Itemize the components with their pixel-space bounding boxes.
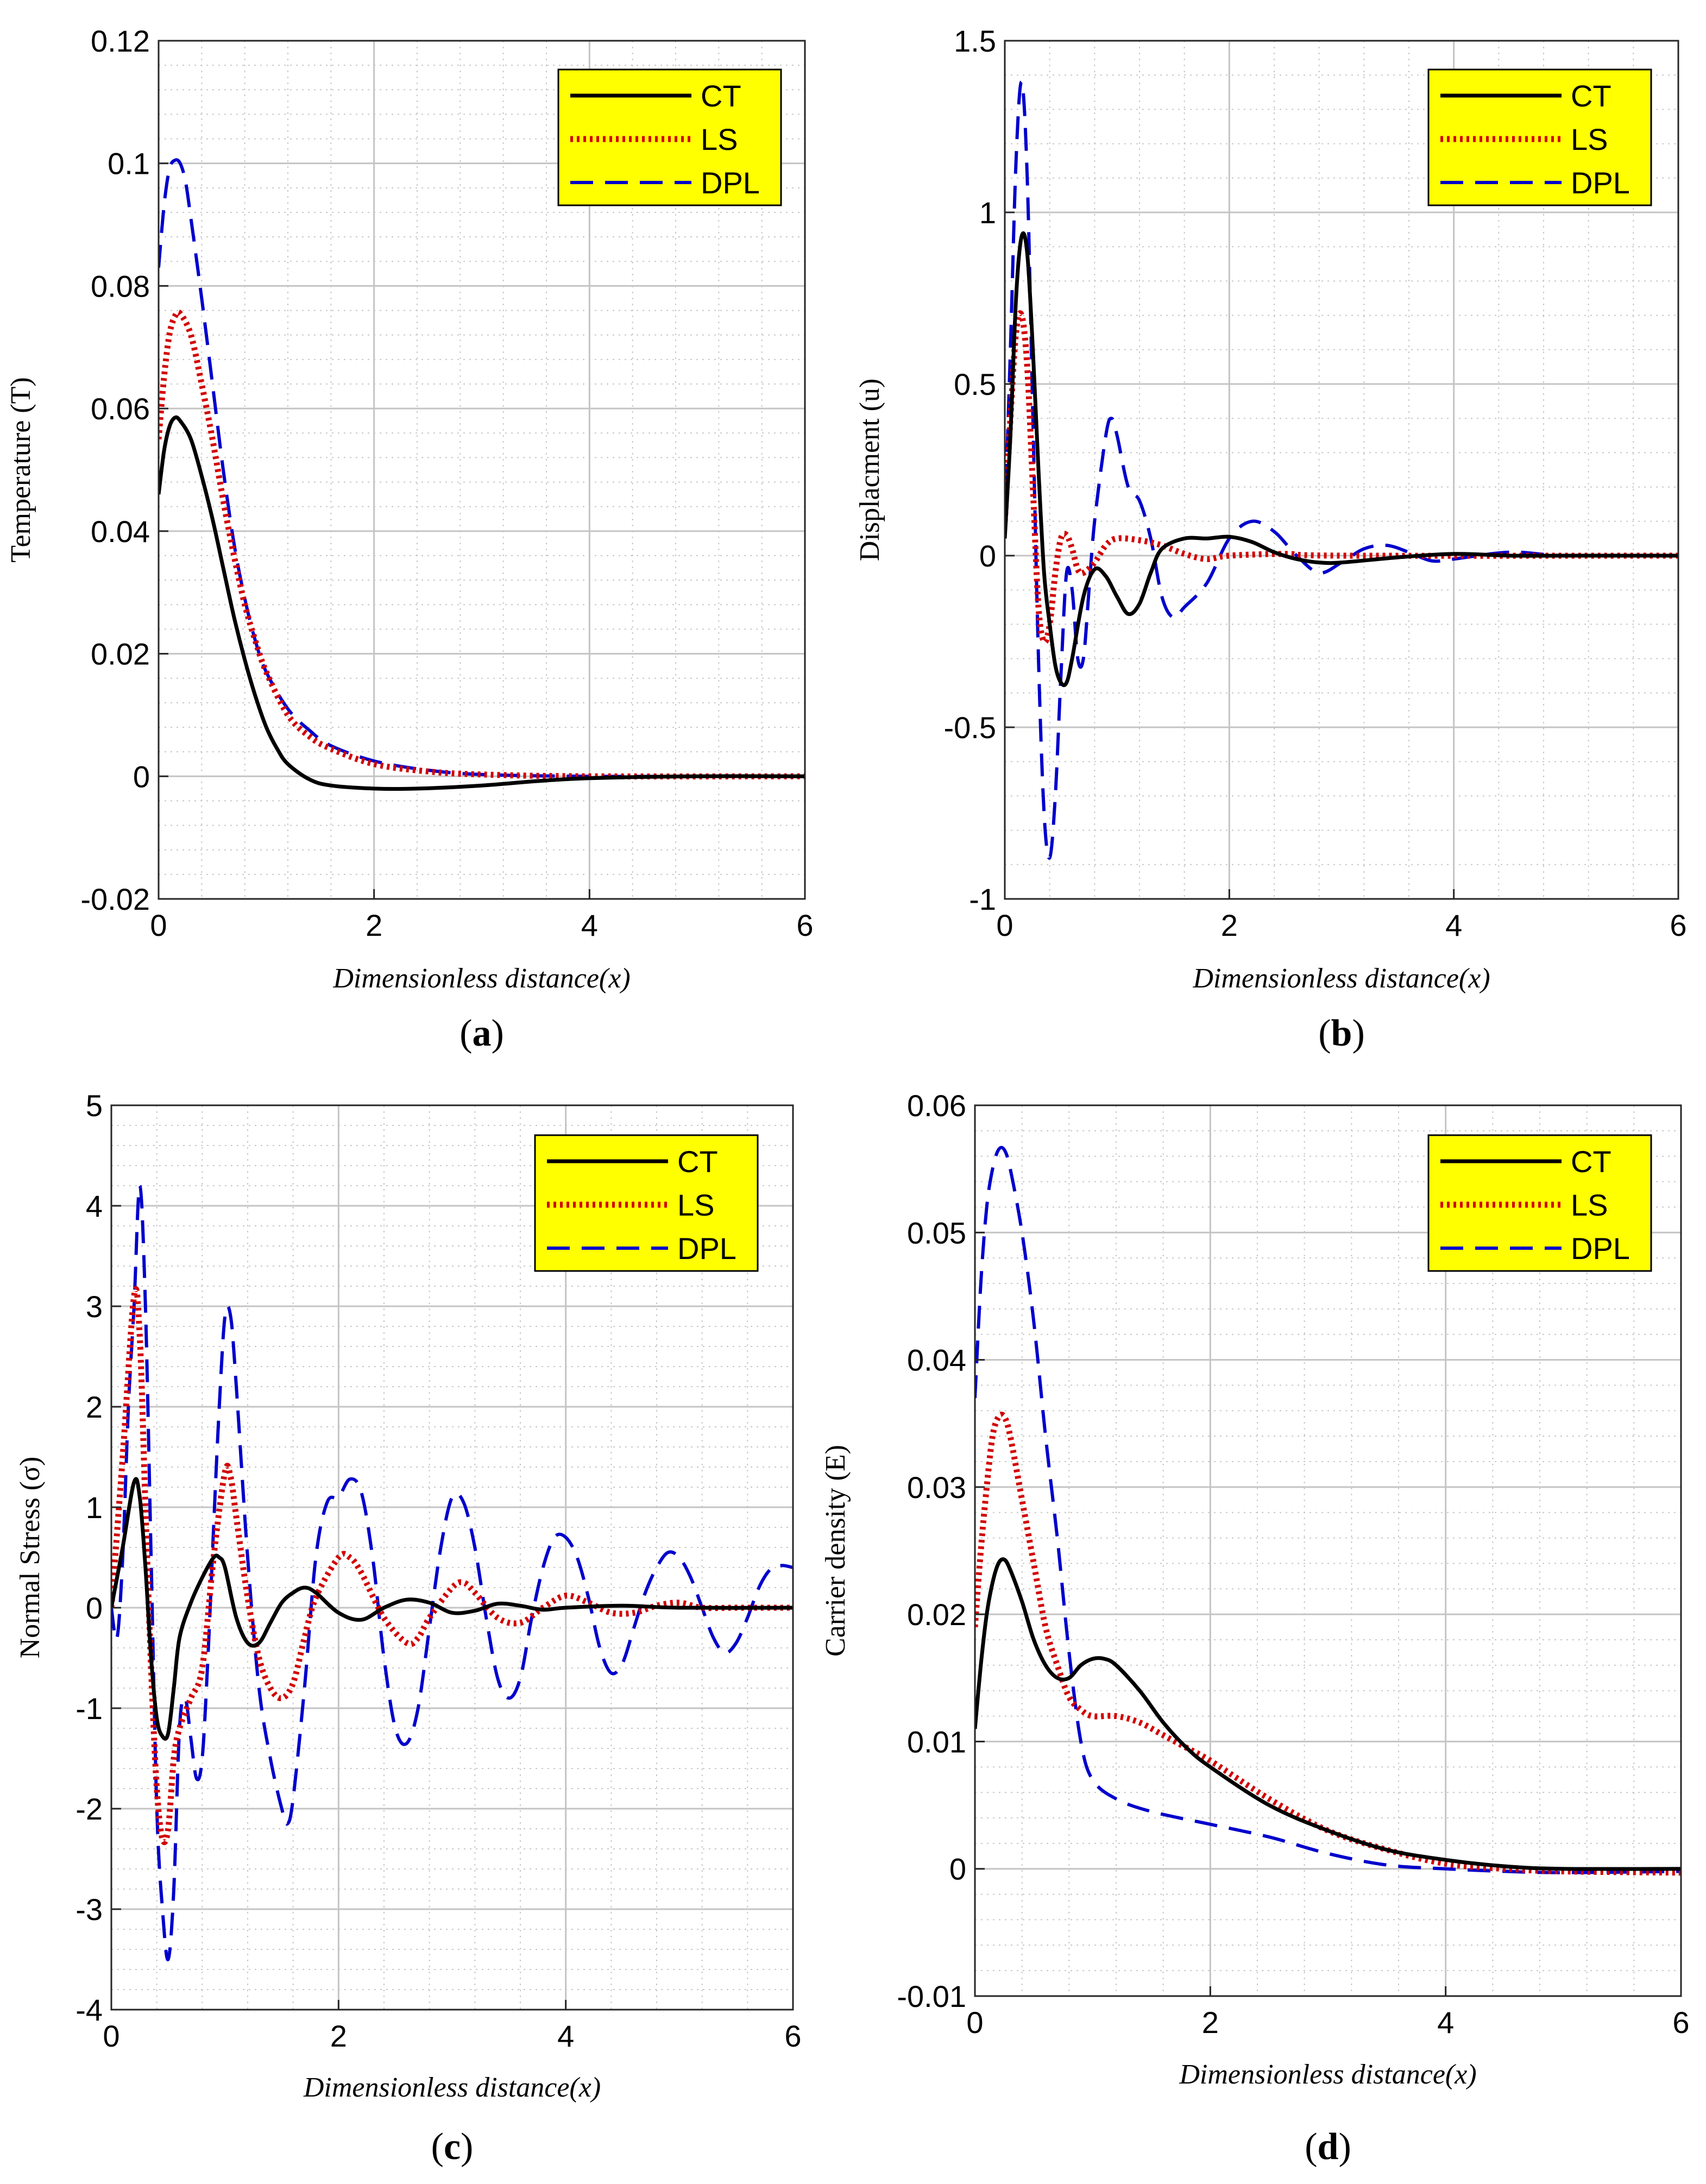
y-tick-label: -0.02 xyxy=(80,882,150,916)
legend-label-ct: CT xyxy=(1571,1144,1611,1179)
y-tick-label: -4 xyxy=(75,1993,103,2027)
x-tick-label: 4 xyxy=(1445,908,1462,942)
panel-caption-b: (b) xyxy=(1318,1012,1365,1054)
series-group-d xyxy=(975,1146,1681,1876)
series-line-dpl-b xyxy=(1005,80,1678,860)
y-tick-label: 0.02 xyxy=(907,1597,966,1632)
legend-label-ct: CT xyxy=(1571,79,1611,113)
x-tick-label: 0 xyxy=(103,2019,119,2053)
series-line-ct-c xyxy=(111,1477,793,1741)
x-axis-label-c: Dimensionless distance(x) xyxy=(303,2072,601,2103)
y-axis-label-a: Temperature (T) xyxy=(5,377,36,562)
axes-box-b xyxy=(1004,40,1679,900)
x-tick-label: 6 xyxy=(796,908,813,942)
legend-label-dpl: DPL xyxy=(677,1231,736,1266)
y-tick-label: 0.12 xyxy=(91,24,150,58)
y-tick-label: 0 xyxy=(133,759,150,794)
y-tick-label: -3 xyxy=(75,1892,103,1927)
y-tick-label: 0.5 xyxy=(954,367,996,401)
chart-panel-c: 0 2 4 6 -4 -3 -2 -1 0 1 2 3 4 5 Dimensionless distance… xyxy=(15,1088,802,2168)
series-group-c xyxy=(111,1184,793,1961)
x-tick-label: 2 xyxy=(1221,908,1238,942)
y-tick-label: 0.06 xyxy=(91,392,150,426)
y-tick-label: 0.02 xyxy=(91,637,150,671)
panel-caption-d: (d) xyxy=(1305,2126,1351,2168)
y-tick-label: 0.04 xyxy=(91,514,150,549)
y-tick-label: 0 xyxy=(949,1852,966,1886)
x-tick-label: 6 xyxy=(1672,2005,1689,2040)
y-tick-label: 0 xyxy=(979,539,996,573)
legend-a: CT LS DPL xyxy=(557,68,782,206)
panel-caption-c: (c) xyxy=(431,2126,474,2168)
y-tick-label: -2 xyxy=(75,1792,103,1826)
axes-box-d xyxy=(974,1104,1682,1997)
y-tick-label: 5 xyxy=(86,1088,103,1123)
x-axis-label-b: Dimensionless distance(x) xyxy=(1192,963,1490,994)
legend-b: CT LS DPL xyxy=(1427,68,1652,206)
y-axis-label-b: Displacment (u) xyxy=(854,379,885,561)
y-tick-label: 2 xyxy=(86,1390,103,1424)
y-tick-label: 0.1 xyxy=(108,147,150,181)
x-tick-label: 4 xyxy=(557,2019,574,2053)
axes-box-a xyxy=(158,40,806,900)
y-tick-label: 4 xyxy=(86,1189,103,1223)
y-tick-label: 0.06 xyxy=(907,1088,966,1123)
legend-label-ls: LS xyxy=(701,122,738,156)
y-tick-label: 3 xyxy=(86,1289,103,1324)
y-tick-label: -0.5 xyxy=(944,710,997,745)
legend-label-ct: CT xyxy=(701,79,741,113)
legend-label-dpl: DPL xyxy=(701,166,760,200)
x-tick-label: 4 xyxy=(1437,2005,1454,2040)
legend-label-ls: LS xyxy=(1571,1188,1608,1222)
legend-label-dpl: DPL xyxy=(1571,1231,1630,1266)
series-group-b xyxy=(1005,80,1678,860)
legend-label-dpl: DPL xyxy=(1571,166,1630,200)
x-tick-label: 0 xyxy=(996,908,1013,942)
y-tick-label: 0 xyxy=(86,1591,103,1625)
legend-c: CT LS DPL xyxy=(534,1134,759,1272)
series-line-ct-b xyxy=(1005,231,1678,688)
series-line-ls-c xyxy=(111,1286,793,1846)
x-tick-label: 0 xyxy=(966,2005,983,2040)
y-tick-label: -1 xyxy=(969,882,996,916)
chart-panel-d: 0 2 4 6-0.0100.010.020.030.040.050.06Dimens… xyxy=(820,1088,1690,2168)
x-axis-label-a: Dimensionless distance(x) xyxy=(332,963,630,994)
x-tick-label: 2 xyxy=(366,908,382,942)
series-line-dpl-d xyxy=(975,1146,1681,1874)
chart-panel-b: 0 2 4 6 -1 -0.5 0 0.5 1 1.5 Dimensionless distance… xyxy=(854,24,1687,1054)
legend-label-ct: CT xyxy=(677,1144,718,1179)
panel-caption-a: (a) xyxy=(459,1012,504,1054)
y-axis-label-c: Normal Stress (σ) xyxy=(15,1457,46,1659)
x-axis-label-d: Dimensionless distance(x) xyxy=(1179,2059,1476,2090)
chart-panel-a: 0 2 4 6-0.0200.020.040.060.080.10.12Dimensi… xyxy=(5,24,814,1054)
series-group-a xyxy=(159,158,805,791)
series-line-ct-d xyxy=(975,1557,1681,1871)
y-tick-label: -1 xyxy=(75,1691,103,1726)
axes-box-c xyxy=(110,1104,794,2011)
y-tick-label: 1 xyxy=(86,1490,103,1525)
legend-label-ls: LS xyxy=(1571,122,1608,156)
y-tick-label: 0.05 xyxy=(907,1216,966,1250)
y-tick-label: 0.03 xyxy=(907,1470,966,1505)
y-axis-label-d: Carrier density (E) xyxy=(820,1445,851,1657)
y-tick-label: 1.5 xyxy=(954,24,996,58)
y-tick-label: 1 xyxy=(979,196,996,230)
x-tick-label: 6 xyxy=(784,2019,801,2053)
series-line-dpl-c xyxy=(111,1184,793,1961)
x-tick-label: 4 xyxy=(581,908,598,942)
x-tick-label: 0 xyxy=(150,908,167,942)
x-tick-label: 6 xyxy=(1670,908,1686,942)
x-tick-label: 2 xyxy=(330,2019,347,2053)
x-tick-label: 2 xyxy=(1202,2005,1219,2040)
y-tick-label: -0.01 xyxy=(897,1979,966,2013)
y-tick-label: 0.08 xyxy=(91,269,150,303)
series-line-ct-a xyxy=(159,415,805,791)
legend-d: CT LS DPL xyxy=(1427,1134,1652,1272)
legend-label-ls: LS xyxy=(677,1188,715,1222)
y-tick-label: 0.01 xyxy=(907,1724,966,1759)
y-tick-label: 0.04 xyxy=(907,1343,966,1377)
